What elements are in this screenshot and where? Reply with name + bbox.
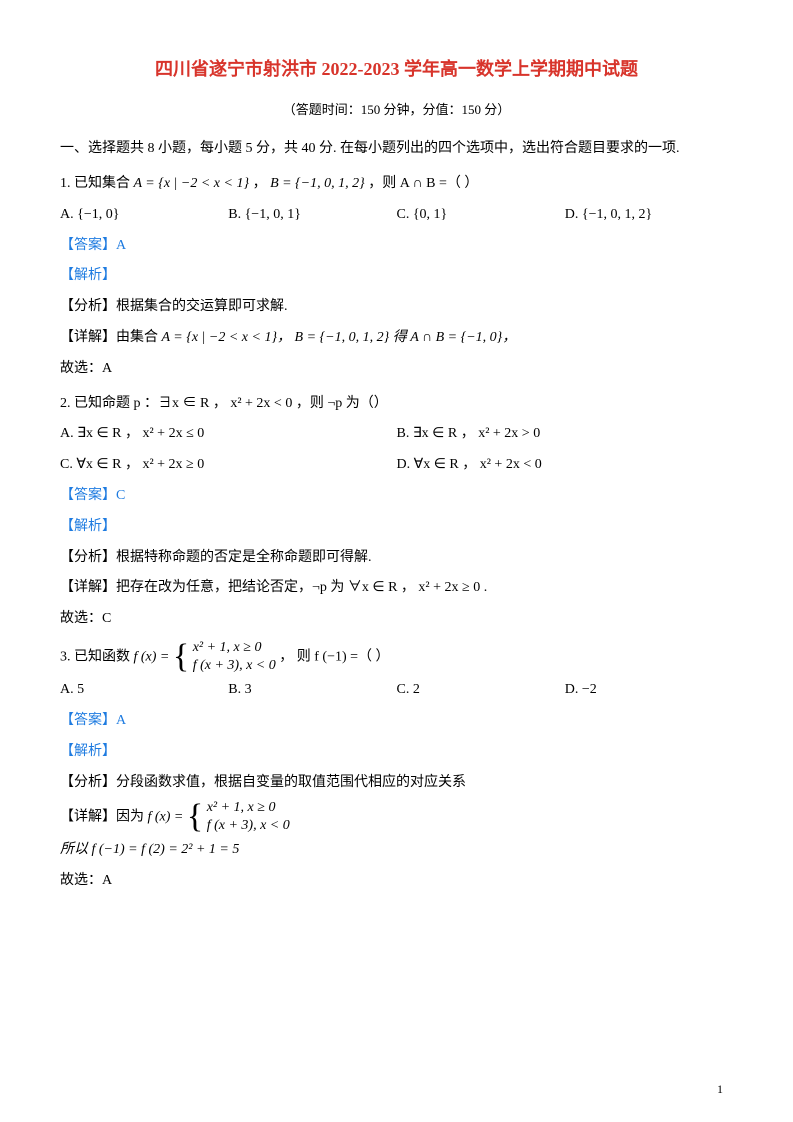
q3-row2: f (x + 3), x < 0 <box>193 658 276 673</box>
q3-row1: x² + 1, x ≥ 0 <box>193 640 262 655</box>
q3-stem: 3. 已知函数 f (x) = { x² + 1, x ≥ 0 f (x + 3… <box>60 639 733 675</box>
subtitle: （答题时间：150 分钟，分值：150 分） <box>60 96 733 125</box>
q1-optC: C. {0, 1} <box>397 200 565 231</box>
q3-fx2: f (x) = <box>148 809 187 824</box>
q3-conclusion: 故选：A <box>60 866 733 897</box>
q2-options: A. ∃x ∈ R ， x² + 2x ≤ 0 B. ∃x ∈ R ， x² +… <box>60 419 733 481</box>
brace-icon: { <box>173 640 189 674</box>
q1-answer: 【答案】A <box>60 231 733 262</box>
q3-piecewise: x² + 1, x ≥ 0 f (x + 3), x < 0 <box>193 639 276 675</box>
q3-optD: D. −2 <box>565 675 733 706</box>
q1-optB: B. {−1, 0, 1} <box>228 200 396 231</box>
page-title: 四川省遂宁市射洪市 2022-2023 学年高一数学上学期期中试题 <box>60 50 733 90</box>
comma1: ， <box>253 176 271 191</box>
q1-optA: A. {−1, 0} <box>60 200 228 231</box>
q1-prefix: 1. 已知集合 <box>60 176 134 191</box>
q3-suffix: ， 则 f (−1) =（ ） <box>279 649 389 664</box>
q1-stem: 1. 已知集合 A = {x | −2 < x < 1} ， B = {−1, … <box>60 169 733 200</box>
q1-analysis: 【解析】 <box>60 261 733 292</box>
q2-optB: B. ∃x ∈ R ， x² + 2x > 0 <box>397 419 734 450</box>
q1-detail: 【详解】由集合 A = {x | −2 < x < 1}， B = {−1, 0… <box>60 323 733 354</box>
section-intro: 一、选择题共 8 小题，每小题 5 分，共 40 分. 在每小题列出的四个选项中… <box>60 134 733 165</box>
q1-detail-prefix: 【详解】由集合 <box>60 330 162 345</box>
q3-fx: f (x) = <box>134 649 173 664</box>
q2-optD: D. ∀x ∈ R ， x² + 2x < 0 <box>397 450 734 481</box>
q1-setA: A = {x | −2 < x < 1} <box>134 176 250 191</box>
q3-drow2: f (x + 3), x < 0 <box>207 818 290 833</box>
q2-conclusion: 故选：C <box>60 604 733 635</box>
q1-fenxi: 【分析】根据集合的交运算即可求解. <box>60 292 733 323</box>
q2-optA: A. ∃x ∈ R ， x² + 2x ≤ 0 <box>60 419 397 450</box>
q3-optA: A. 5 <box>60 675 228 706</box>
page-number: 1 <box>717 1076 723 1102</box>
q3-drow1: x² + 1, x ≥ 0 <box>207 800 276 815</box>
q2-optC: C. ∀x ∈ R ， x² + 2x ≥ 0 <box>60 450 397 481</box>
q2-detail: 【详解】把存在改为任意，把结论否定，¬p 为 ∀x ∈ R ， x² + 2x … <box>60 573 733 604</box>
q3-detail-prefix: 【详解】因为 <box>60 809 148 824</box>
q3-analysis: 【解析】 <box>60 737 733 768</box>
q3-prefix: 3. 已知函数 <box>60 649 134 664</box>
q1-options: A. {−1, 0} B. {−1, 0, 1} C. {0, 1} D. {−… <box>60 200 733 231</box>
q1-suffix: ，则 A ∩ B =（ ） <box>368 176 478 191</box>
q1-setB: B = {−1, 0, 1, 2} <box>270 176 365 191</box>
q2-stem: 2. 已知命题 p ：∃x ∈ R ， x² + 2x < 0 ，则 ¬p 为（… <box>60 389 733 420</box>
q3-optB: B. 3 <box>228 675 396 706</box>
q1-detail-mid: A = {x | −2 < x < 1}， B = {−1, 0, 1, 2} … <box>162 330 517 345</box>
q2-fenxi: 【分析】根据特称命题的否定是全称命题即可得解. <box>60 543 733 574</box>
q3-fenxi: 【分析】分段函数求值，根据自变量的取值范围代相应的对应关系 <box>60 768 733 799</box>
brace-icon-2: { <box>187 800 203 834</box>
q2-answer: 【答案】C <box>60 481 733 512</box>
q3-optC: C. 2 <box>397 675 565 706</box>
q3-options: A. 5 B. 3 C. 2 D. −2 <box>60 675 733 706</box>
q2-analysis: 【解析】 <box>60 512 733 543</box>
q3-detail: 【详解】因为 f (x) = { x² + 1, x ≥ 0 f (x + 3)… <box>60 799 733 835</box>
q1-optD: D. {−1, 0, 1, 2} <box>565 200 733 231</box>
q1-conclusion: 故选：A <box>60 354 733 385</box>
q3-answer: 【答案】A <box>60 706 733 737</box>
q3-calc: 所以 f (−1) = f (2) = 2² + 1 = 5 <box>60 835 733 866</box>
q3-detail-piecewise: x² + 1, x ≥ 0 f (x + 3), x < 0 <box>207 799 290 835</box>
